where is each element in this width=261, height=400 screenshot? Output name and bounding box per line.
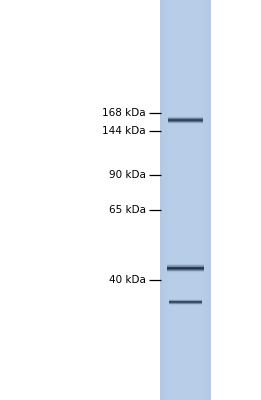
Bar: [168, 118, 203, 119]
Bar: [163, 0, 164, 400]
Bar: [167, 267, 204, 268]
Bar: [205, 0, 206, 400]
Bar: [167, 266, 204, 267]
Bar: [162, 0, 163, 400]
Bar: [167, 264, 204, 265]
Bar: [168, 119, 203, 120]
Bar: [169, 303, 202, 304]
Bar: [169, 299, 202, 300]
Bar: [168, 121, 203, 122]
Bar: [167, 263, 204, 264]
Bar: [168, 115, 203, 116]
Bar: [169, 304, 202, 305]
Bar: [168, 121, 203, 122]
Bar: [169, 305, 202, 306]
Bar: [169, 298, 202, 299]
Bar: [169, 303, 202, 304]
Bar: [169, 302, 202, 303]
Bar: [168, 124, 203, 125]
Bar: [166, 0, 167, 400]
Bar: [167, 269, 204, 270]
Bar: [169, 301, 202, 302]
Bar: [168, 120, 203, 121]
Bar: [160, 0, 161, 400]
Bar: [169, 301, 202, 302]
Text: 144 kDa: 144 kDa: [102, 126, 146, 136]
Text: 168 kDa: 168 kDa: [102, 108, 146, 118]
Bar: [167, 273, 204, 274]
Bar: [164, 0, 165, 400]
Bar: [169, 299, 202, 300]
Bar: [165, 0, 166, 400]
Bar: [167, 264, 204, 265]
Bar: [168, 122, 203, 123]
Bar: [169, 300, 202, 301]
Bar: [167, 0, 168, 400]
Bar: [168, 117, 203, 118]
Bar: [169, 302, 202, 303]
Bar: [167, 269, 204, 270]
Bar: [203, 0, 204, 400]
Bar: [168, 116, 203, 117]
Bar: [168, 122, 203, 123]
Bar: [169, 304, 202, 305]
Bar: [168, 117, 203, 118]
Bar: [161, 0, 162, 400]
Bar: [169, 298, 202, 299]
Bar: [168, 118, 203, 119]
Bar: [167, 263, 204, 264]
Text: 40 kDa: 40 kDa: [109, 275, 146, 285]
Text: 65 kDa: 65 kDa: [109, 205, 146, 215]
Bar: [208, 0, 209, 400]
Bar: [167, 272, 204, 273]
Bar: [167, 267, 204, 268]
Bar: [168, 116, 203, 117]
Bar: [209, 0, 210, 400]
Bar: [168, 124, 203, 125]
Bar: [160, 0, 211, 400]
Bar: [168, 120, 203, 121]
Bar: [206, 0, 207, 400]
Bar: [167, 273, 204, 274]
Bar: [167, 272, 204, 273]
Bar: [168, 123, 203, 124]
Bar: [167, 270, 204, 271]
Bar: [204, 0, 205, 400]
Bar: [167, 268, 204, 269]
Bar: [210, 0, 211, 400]
Bar: [167, 265, 204, 266]
Bar: [167, 271, 204, 272]
Text: 90 kDa: 90 kDa: [109, 170, 146, 180]
Bar: [169, 300, 202, 301]
Bar: [168, 123, 203, 124]
Bar: [167, 271, 204, 272]
Bar: [207, 0, 208, 400]
Bar: [167, 262, 204, 263]
Bar: [167, 268, 204, 269]
Bar: [169, 305, 202, 306]
Bar: [168, 115, 203, 116]
Bar: [167, 270, 204, 271]
Bar: [167, 266, 204, 267]
Bar: [168, 119, 203, 120]
